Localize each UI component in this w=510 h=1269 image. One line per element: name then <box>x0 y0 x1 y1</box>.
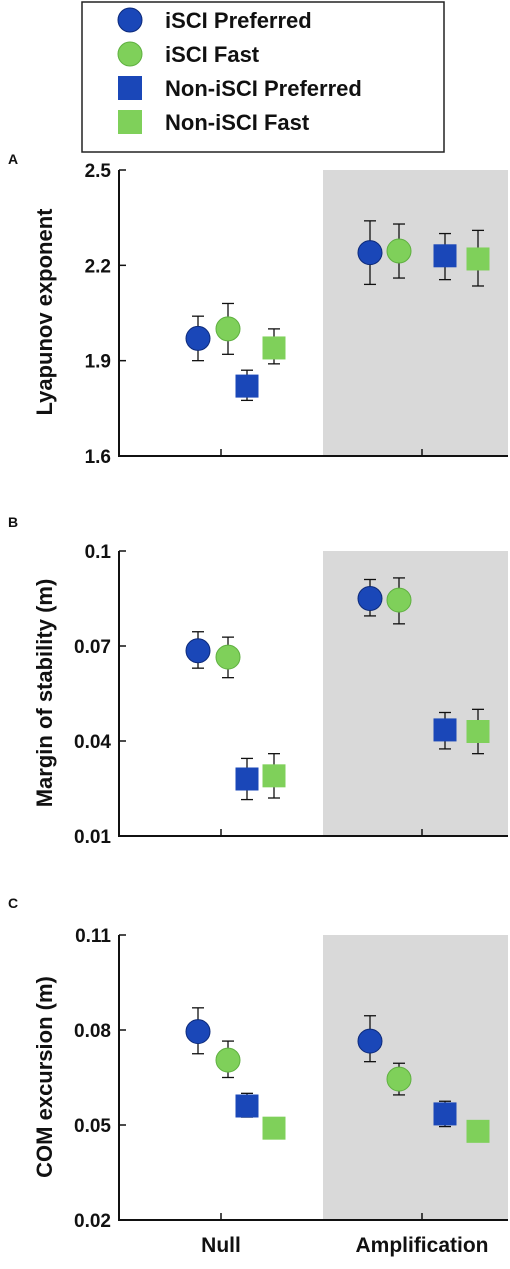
marker-point-b-s3-c1 <box>466 720 490 743</box>
marker-point-a-s2-c0 <box>235 374 259 398</box>
y-tick-label-c-3: 0.11 <box>75 926 111 947</box>
legend-label-isci-preferred: iSCI Preferred <box>165 8 312 33</box>
marker-point-b-s0-c1 <box>357 586 383 611</box>
legend-label-isci-fast: iSCI Fast <box>165 42 260 67</box>
marker-point-c-s1-c1 <box>386 1066 412 1092</box>
x-category-label-amplification: Amplification <box>355 1234 488 1257</box>
legend: iSCI Preferred iSCI Fast Non-iSCI Prefer… <box>81 1 445 153</box>
y-tick-label-a-2: 2.2 <box>85 256 111 277</box>
legend-label-non-isci-preferred: Non-iSCI Preferred <box>165 76 362 101</box>
panel-b: B Margin of stability (m) 0.01 0.04 0.07 0.… <box>8 514 508 848</box>
marker-point-a-s0-c1 <box>357 240 383 266</box>
marker-point-c-s0-c0 <box>185 1019 211 1045</box>
marker-point-b-s2-c1 <box>433 718 457 742</box>
y-tick-label-c-2: 0.08 <box>74 1021 111 1042</box>
y-tick-label-b-1: 0.04 <box>74 732 111 753</box>
panel-letter-b: B <box>8 514 18 530</box>
y-axis-label-c: COM excursion (m) <box>32 976 57 1178</box>
marker-point-a-s0-c0 <box>185 325 211 351</box>
marker-point-a-s1-c1 <box>386 238 412 264</box>
y-tick-label-a-3: 2.5 <box>85 161 112 182</box>
marker-point-a-s1-c0 <box>215 316 241 342</box>
marker-point-a-s2-c1 <box>433 244 457 268</box>
y-tick-label-b-0: 0.01 <box>74 827 111 848</box>
marker-point-c-s3-c1 <box>466 1119 490 1143</box>
shaded-region-b <box>323 551 508 836</box>
y-tick-label-c-0: 0.02 <box>74 1211 111 1232</box>
marker-point-b-s3-c0 <box>262 764 286 788</box>
y-tick-label-b-3: 0.1 <box>85 542 112 563</box>
marker-point-b-s0-c0 <box>185 638 211 664</box>
panel-c: C COM excursion (m) 0.02 0.05 0.08 0.11 <box>8 895 508 1232</box>
y-tick-label-a-1: 1.9 <box>85 352 111 373</box>
y-tick-label-b-2: 0.07 <box>74 637 111 658</box>
panel-a: A Lyapunov exponent 1.6 1.9 2.2 2.5 <box>8 151 508 468</box>
marker-point-c-s0-c1 <box>357 1028 383 1054</box>
y-tick-label-c-1: 0.05 <box>74 1116 111 1137</box>
marker-point-b-s1-c0 <box>215 644 241 670</box>
marker-point-c-s2-c0 <box>235 1094 259 1118</box>
marker-point-b-s2-c0 <box>235 767 259 791</box>
marker-point-c-s2-c1 <box>433 1102 457 1126</box>
y-axis-label-a: Lyapunov exponent <box>32 208 57 416</box>
marker-point-b-s1-c1 <box>386 587 412 613</box>
marker-point-c-s1-c0 <box>215 1047 241 1073</box>
legend-marker-non-isci-preferred <box>118 76 142 100</box>
marker-point-a-s3-c0 <box>262 336 286 360</box>
shaded-region-a <box>323 170 508 456</box>
legend-label-non-isci-fast: Non-iSCI Fast <box>165 110 310 135</box>
y-axis-label-b: Margin of stability (m) <box>32 579 57 808</box>
legend-marker-isci-fast <box>117 41 143 67</box>
marker-point-a-s3-c1 <box>466 247 490 271</box>
panel-letter-a: A <box>8 151 18 167</box>
legend-marker-isci-preferred <box>117 7 143 33</box>
shaded-region-c <box>323 935 508 1220</box>
y-tick-label-a-0: 1.6 <box>85 447 111 468</box>
marker-point-c-s3-c0 <box>262 1116 286 1140</box>
panel-letter-c: C <box>8 895 18 911</box>
x-category-label-null: Null <box>201 1234 241 1257</box>
legend-marker-non-isci-fast <box>118 110 142 134</box>
legend-box <box>81 1 445 153</box>
